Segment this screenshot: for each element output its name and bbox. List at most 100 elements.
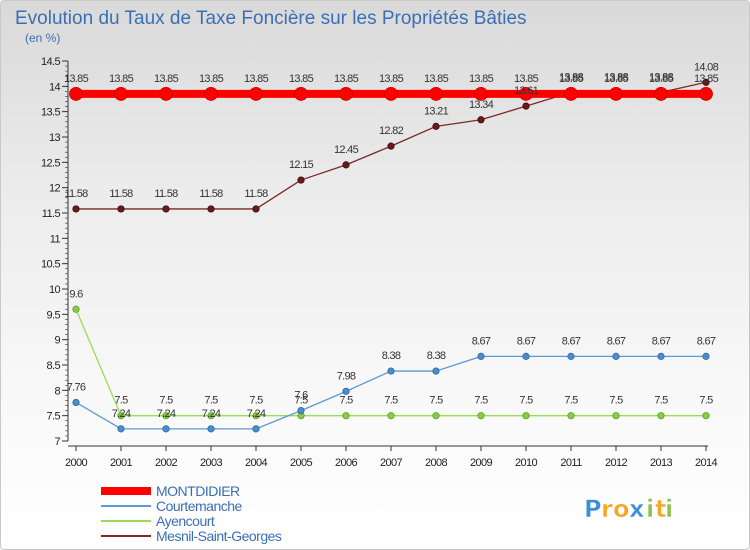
- data-point: [252, 205, 260, 213]
- data-label: 8.67: [517, 335, 536, 347]
- data-point: [72, 305, 80, 313]
- data-point: [477, 412, 485, 420]
- data-point: [387, 142, 395, 150]
- data-label: 11.58: [154, 188, 178, 200]
- data-point: [249, 87, 263, 101]
- y-tick-label: 12: [49, 183, 61, 195]
- data-point: [657, 412, 665, 420]
- x-tick-label: 2001: [110, 457, 133, 469]
- data-label: 13.21: [424, 105, 449, 117]
- data-label: 14.08: [694, 61, 719, 73]
- logo-letter: i: [646, 495, 654, 523]
- data-label: 11.58: [199, 188, 223, 200]
- data-label: 7.24: [157, 408, 176, 420]
- data-point: [432, 122, 440, 130]
- y-tick-label: 11.5: [42, 208, 61, 220]
- data-point: [567, 412, 575, 420]
- data-label: 11.58: [64, 188, 88, 200]
- data-point: [117, 205, 125, 213]
- y-tick-label: 14: [49, 81, 61, 93]
- y-tick-label: 8.5: [47, 360, 61, 372]
- data-label: 13.85: [64, 73, 89, 85]
- data-label: 12.82: [379, 125, 404, 137]
- data-label: 13.34: [469, 99, 494, 111]
- data-label: 8.67: [652, 335, 671, 347]
- legend: MONTDIDIERCourtemancheAyencourtMesnil-Sa…: [101, 483, 282, 544]
- logo-letter: x: [629, 495, 645, 523]
- data-point: [702, 352, 710, 360]
- data-label: 13.88: [559, 71, 584, 83]
- x-tick-label: 2008: [425, 457, 448, 469]
- data-point: [384, 87, 398, 101]
- data-label: 8.38: [382, 350, 401, 362]
- data-point: [657, 352, 665, 360]
- data-label: 9.6: [69, 288, 83, 300]
- data-point: [474, 87, 488, 101]
- logo-letter: o: [613, 495, 630, 523]
- data-point: [699, 87, 713, 101]
- legend-label: Mesnil-Saint-Georges: [156, 528, 282, 544]
- data-point: [72, 205, 80, 213]
- data-point: [159, 87, 173, 101]
- data-label: 13.85: [514, 73, 539, 85]
- data-point: [522, 102, 530, 110]
- data-point: [612, 412, 620, 420]
- y-tick-label: 8: [54, 385, 60, 397]
- data-point: [69, 87, 83, 101]
- data-label: 11.58: [244, 188, 268, 200]
- series-layer: [69, 78, 713, 433]
- data-label: 7.76: [67, 381, 86, 393]
- legend-label: Ayencourt: [156, 513, 215, 529]
- y-tick-label: 13: [49, 132, 61, 144]
- x-tick-label: 2009: [470, 457, 493, 469]
- data-point: [297, 406, 305, 415]
- data-point: [207, 205, 215, 213]
- data-label: 7.5: [519, 395, 533, 407]
- data-label: 7.24: [112, 408, 131, 420]
- data-label: 8.67: [472, 335, 491, 347]
- data-label: 7.5: [474, 395, 488, 407]
- data-point: [339, 87, 353, 101]
- data-labels: 13.85 13.85 13.85 13.85 13.85 13.85 13.85 13.85…: [64, 61, 719, 420]
- data-point: [114, 87, 128, 101]
- data-point: [342, 412, 350, 420]
- data-point: [297, 176, 305, 184]
- data-point: [702, 412, 710, 420]
- axes: 7 7.5 8 8.5 9 9.5 10 10.5 11 11.5 12 12.5 13 13.5 14 14…: [41, 56, 718, 469]
- data-label: 7.5: [114, 395, 128, 407]
- y-tick-label: 7: [54, 436, 60, 448]
- series-montdidier: [69, 87, 713, 101]
- x-tick-label: 2003: [200, 457, 223, 469]
- y-tick-label: 9.5: [47, 309, 61, 321]
- data-label: 7.5: [564, 395, 578, 407]
- x-tick-label: 2012: [605, 457, 628, 469]
- data-label: 13.61: [514, 85, 539, 97]
- x-tick-label: 2000: [65, 457, 88, 469]
- logo-letter: r: [601, 495, 613, 523]
- data-label: 12.45: [334, 144, 359, 156]
- data-label: 13.85: [649, 73, 674, 85]
- y-tick-label: 7.5: [47, 411, 61, 423]
- data-point: [654, 87, 668, 101]
- data-label: 7.24: [247, 408, 266, 420]
- chart-title: Evolution du Taux de Taxe Foncière sur l…: [15, 8, 527, 29]
- data-label: 13.85: [379, 73, 404, 85]
- data-point: [429, 87, 443, 101]
- data-point: [162, 412, 170, 420]
- y-tick-label: 14.5: [41, 56, 60, 68]
- data-label: 13.85: [604, 73, 629, 85]
- logo-letter: P: [584, 495, 602, 523]
- data-point: [342, 161, 350, 169]
- data-point: [162, 205, 170, 213]
- data-label: 12.15: [289, 159, 314, 171]
- series-ayencourt: [72, 305, 710, 420]
- data-label: 13.85: [334, 73, 359, 85]
- data-label: 7.5: [654, 395, 668, 407]
- data-label: 7.5: [204, 395, 218, 407]
- data-label: 13.85: [289, 73, 314, 85]
- data-label: 7.5: [249, 395, 263, 407]
- x-tick-label: 2014: [695, 457, 718, 469]
- data-point: [609, 87, 623, 101]
- data-point: [564, 87, 578, 101]
- x-tick-label: 2007: [380, 457, 403, 469]
